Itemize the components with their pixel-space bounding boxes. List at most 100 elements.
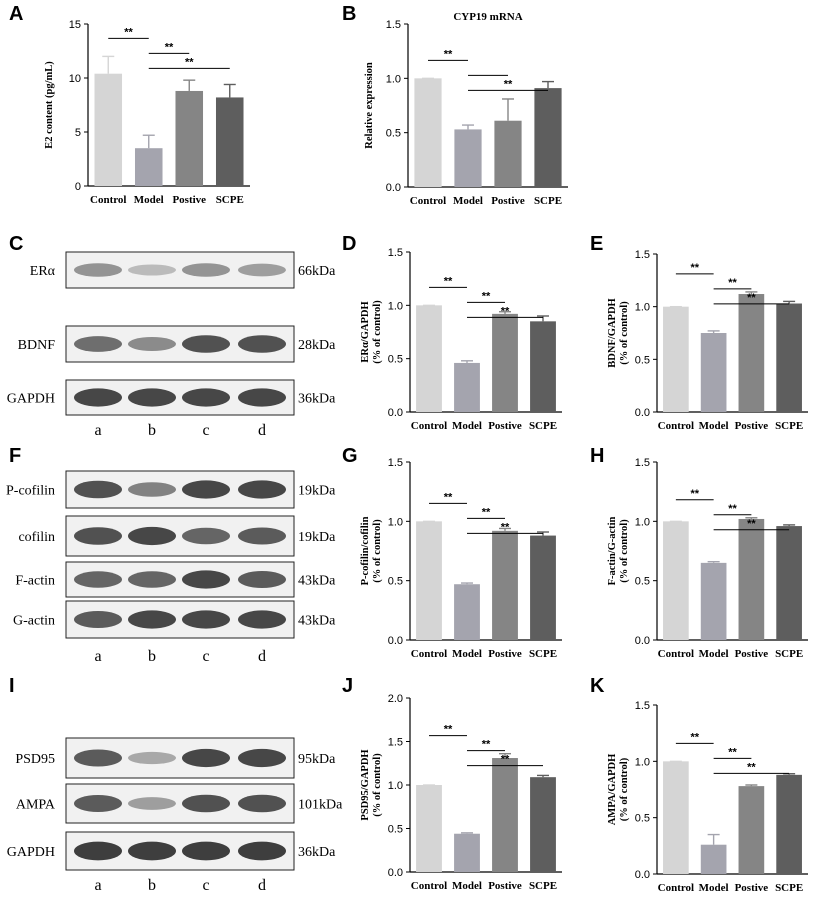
lane-label: c <box>202 648 209 665</box>
bar <box>416 785 442 872</box>
molecular-weight-label: 28kDa <box>298 338 336 353</box>
x-tick-label: Model <box>699 420 729 432</box>
significance-label: ** <box>501 754 510 766</box>
bar <box>530 321 556 412</box>
blot-F: P-cofilin 19kDa cofilin 19kDa F-actin 43kDa G-… <box>6 470 336 665</box>
y-tick-label: 1.5 <box>388 457 403 469</box>
lane-label: c <box>202 877 209 894</box>
y-tick-label: 0.0 <box>635 407 650 419</box>
significance-label: ** <box>728 503 737 515</box>
blot-band <box>74 527 122 545</box>
molecular-weight-label: 66kDa <box>298 264 336 279</box>
panel-letter: G <box>342 445 358 467</box>
blot-band <box>182 794 230 813</box>
blot-band <box>238 263 286 277</box>
x-tick-label: Model <box>452 880 482 892</box>
blot-band <box>74 611 122 628</box>
y-tick-label: 0.5 <box>635 813 650 825</box>
blot-band <box>128 388 176 407</box>
y-tick-label: 0.5 <box>635 576 650 588</box>
y-axis-label: (% of control) <box>619 757 630 821</box>
x-tick-label: SCPE <box>216 194 244 206</box>
protein-label: GAPDH <box>7 392 55 407</box>
y-tick-label: 2.0 <box>388 693 403 705</box>
bar <box>492 313 518 412</box>
bar <box>494 120 522 187</box>
y-tick-label: 1.5 <box>635 249 650 261</box>
x-tick-label: SCPE <box>529 420 557 432</box>
blot-band <box>74 571 122 588</box>
blot-band <box>74 480 122 499</box>
panel-letter: D <box>342 233 356 255</box>
bar <box>663 761 689 874</box>
bar <box>776 303 802 412</box>
y-axis-label: PSD95/GAPDH <box>360 749 371 820</box>
chart-B: 0.0 0.5 1.0 1.5 Control Model Postive SCPE Relat… <box>364 11 568 207</box>
panel-letter: I <box>9 675 15 697</box>
bar <box>175 90 204 186</box>
y-tick-label: 1.0 <box>388 516 403 528</box>
blot-band <box>74 263 122 277</box>
y-tick-label: 0.0 <box>388 407 403 419</box>
significance-label: ** <box>444 724 453 736</box>
bar <box>663 306 689 412</box>
y-tick-label: 5 <box>75 127 81 139</box>
y-tick-label: 1.0 <box>388 300 403 312</box>
bar <box>454 129 482 187</box>
lane-label: a <box>94 877 101 894</box>
y-tick-label: 1.5 <box>388 247 403 259</box>
chart-H: 0.0 0.5 1.0 1.5 Control Model Postive SCPE F-act… <box>607 457 808 660</box>
y-axis-label: P-cofilin/cofilin <box>360 516 371 585</box>
molecular-weight-label: 36kDa <box>298 392 336 407</box>
significance-label: ** <box>501 305 510 317</box>
y-axis-label: ERα/GAPDH <box>360 301 371 362</box>
blot-band <box>182 570 230 589</box>
y-tick-label: 0.0 <box>388 635 403 647</box>
blot-band <box>238 748 286 768</box>
y-axis-label: (% of control) <box>619 301 630 365</box>
y-axis-label: (% of control) <box>372 300 383 364</box>
significance-label: ** <box>444 48 453 60</box>
y-tick-label: 1.5 <box>388 737 403 749</box>
lane-label: a <box>94 648 101 665</box>
blot-band <box>74 841 122 861</box>
panel-letter: E <box>590 233 603 255</box>
x-tick-label: Model <box>699 648 729 660</box>
significance-label: ** <box>728 277 737 289</box>
x-tick-label: Control <box>411 880 447 892</box>
y-tick-label: 15 <box>69 19 81 31</box>
blot-band <box>182 527 230 545</box>
significance-label: ** <box>747 518 756 530</box>
chart-J: 0.0 0.5 1.0 1.5 2.0 Control Model Postive SCPE PS… <box>360 693 562 892</box>
x-tick-label: Model <box>452 420 482 432</box>
lane-label: b <box>148 422 156 439</box>
x-tick-label: Postive <box>735 648 769 660</box>
bar <box>454 362 480 412</box>
blot-band <box>238 610 286 629</box>
significance-label: ** <box>482 290 491 302</box>
protein-label: PSD95 <box>15 752 55 767</box>
panel-letter: B <box>342 3 356 25</box>
panel-letter: C <box>9 233 23 255</box>
blot-band <box>238 841 286 861</box>
x-tick-label: Control <box>90 194 126 206</box>
bar <box>215 97 244 186</box>
x-tick-label: Postive <box>491 195 525 207</box>
bar <box>738 518 765 640</box>
bar <box>454 833 480 872</box>
y-tick-label: 0 <box>75 181 81 193</box>
panel-letter: K <box>590 675 605 697</box>
blot-band <box>182 263 230 277</box>
x-tick-label: Model <box>134 194 164 206</box>
x-tick-label: SCPE <box>529 880 557 892</box>
protein-label: AMPA <box>16 798 56 813</box>
lane-label: b <box>148 648 156 665</box>
significance-label: ** <box>124 26 133 38</box>
blot-band <box>128 751 176 765</box>
x-tick-label: SCPE <box>534 195 562 207</box>
bar <box>738 294 765 412</box>
x-tick-label: Postive <box>735 420 769 432</box>
bar <box>134 148 163 186</box>
significance-label: ** <box>482 739 491 751</box>
